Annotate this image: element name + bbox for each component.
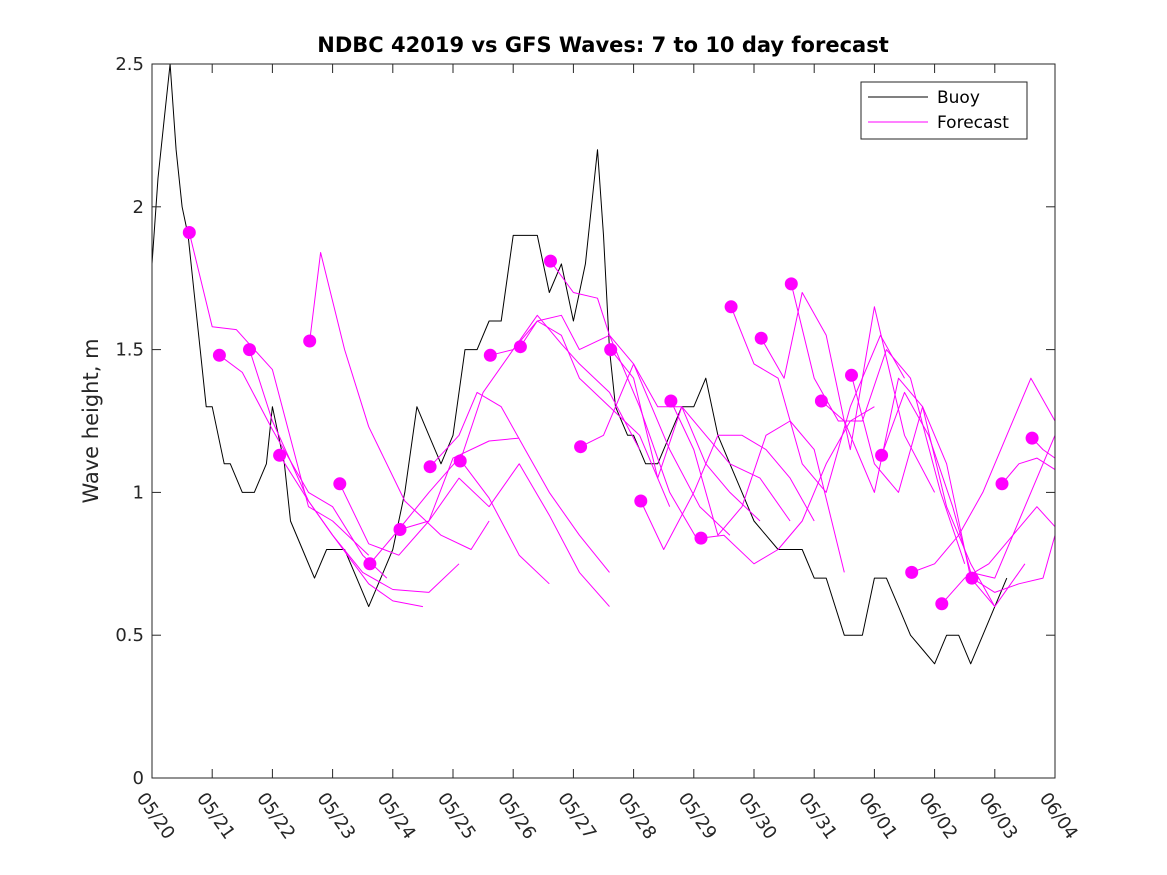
legend: Buoy Forecast — [860, 81, 1028, 140]
y-tick-label: 2 — [133, 197, 144, 218]
y-tick-label: 1.5 — [115, 340, 144, 361]
forecast-start-marker — [995, 477, 1009, 491]
forecast-start-marker — [393, 523, 407, 536]
y-tick-label: 0.5 — [115, 625, 144, 646]
forecast-series-line — [519, 314, 701, 545]
forecast-start-marker — [333, 477, 347, 491]
x-tick-label: 05/30 — [734, 789, 781, 844]
forecast-series-line — [610, 349, 791, 522]
forecast-start-marker — [453, 454, 467, 468]
forecast-start-marker — [965, 571, 979, 585]
forecast-series-line — [279, 455, 460, 593]
forecast-series-line — [550, 260, 731, 536]
legend-box — [860, 81, 1028, 140]
forecast-start-marker — [845, 368, 858, 382]
x-tick-label: 05/29 — [674, 789, 721, 844]
forecast-start-marker — [363, 557, 377, 571]
forecast-series-line — [730, 306, 905, 493]
y-axis: 0 0.5 1 1.5 2 2.5 — [115, 54, 1055, 789]
x-tick-label: 05/31 — [794, 789, 841, 844]
legend-label-buoy: Buoy — [937, 88, 980, 108]
y-axis-label: Wave height, m — [79, 338, 103, 503]
forecast-series-line — [851, 375, 1026, 608]
forecast-start-marker — [754, 331, 768, 345]
forecast-series-line — [1001, 457, 1056, 485]
forecast-series-line — [188, 232, 370, 556]
forecast-series-line — [309, 252, 490, 550]
x-tick-label: 05/23 — [313, 789, 360, 844]
marker-layer — [182, 226, 1039, 611]
forecast-start-marker — [243, 343, 256, 357]
forecast-start-marker — [273, 448, 287, 462]
forecast-series-line — [640, 434, 815, 550]
forecast-start-marker — [875, 448, 889, 462]
forecast-series-line — [790, 283, 966, 564]
x-tick-label: 06/02 — [915, 789, 962, 844]
forecast-start-marker — [634, 494, 648, 508]
plot-area — [152, 64, 1055, 778]
x-tick-label: 06/04 — [1035, 789, 1082, 844]
legend-label-forecast: Forecast — [937, 113, 1009, 133]
forecast-start-marker — [182, 226, 196, 239]
forecast-series-line — [971, 535, 1056, 593]
x-tick-label: 06/01 — [854, 789, 901, 844]
x-tick-label: 05/25 — [433, 789, 480, 844]
buoy-series-line — [151, 63, 1008, 665]
plot-frame — [151, 63, 1056, 779]
forecast-series-line — [821, 377, 996, 607]
forecast-series-line — [399, 463, 610, 607]
x-tick-label: 05/28 — [614, 789, 661, 844]
forecast-start-marker — [212, 348, 226, 362]
forecast-start-marker — [483, 348, 497, 362]
x-tick-label: 05/26 — [493, 789, 540, 844]
forecast-series-line — [760, 292, 936, 493]
chart-title: NDBC 42019 vs GFS Waves: 7 to 10 day for… — [317, 33, 888, 57]
forecast-start-marker — [935, 597, 949, 611]
forecast-start-marker — [604, 343, 618, 357]
y-tick-label: 0 — [133, 768, 144, 789]
forecast-start-marker — [544, 254, 557, 268]
plot-background — [152, 64, 1055, 778]
x-tick-label: 06/03 — [975, 789, 1022, 844]
forecast-start-marker — [724, 300, 738, 314]
forecast-start-marker — [905, 565, 919, 579]
forecast-start-marker — [574, 440, 588, 454]
forecast-series-line — [219, 354, 388, 579]
x-tick-label: 05/24 — [373, 789, 420, 844]
x-tick-label: 05/20 — [132, 789, 179, 844]
forecast-series-line — [941, 506, 1056, 605]
forecast-start-marker — [814, 394, 828, 408]
x-tick-label: 05/21 — [192, 789, 239, 844]
forecast-start-marker — [1025, 431, 1039, 445]
y-tick-label: 1 — [133, 482, 144, 503]
x-tick-label: 05/22 — [252, 789, 299, 844]
y-tick-label: 2.5 — [115, 54, 144, 75]
forecast-series-line — [670, 400, 845, 573]
forecast-start-marker — [513, 340, 527, 354]
forecast-series-line — [429, 391, 610, 573]
forecast-start-marker — [664, 394, 678, 408]
x-tick-label: 05/27 — [553, 789, 600, 844]
forecast-start-marker — [423, 460, 437, 474]
forecast-start-marker — [303, 334, 317, 348]
forecast-series-line — [911, 377, 1056, 573]
forecast-start-marker — [694, 531, 708, 545]
forecast-series-line — [881, 391, 1056, 579]
forecast-start-marker — [784, 277, 798, 291]
forecast-series-line — [459, 314, 641, 462]
